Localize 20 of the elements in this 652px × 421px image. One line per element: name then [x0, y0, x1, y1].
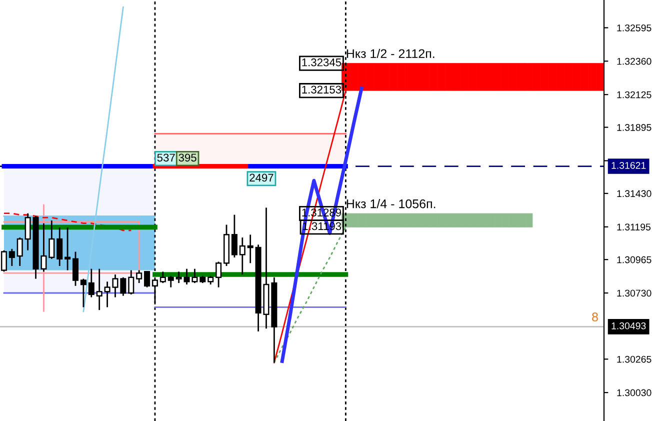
y-tick-label: 1.31430 — [617, 190, 652, 198]
annotation: 1.32153 — [302, 86, 342, 94]
annotation: 537 — [157, 154, 175, 162]
y-tick-label: 1.31195 — [617, 224, 651, 230]
y-tick-label: 1.30965 — [617, 256, 652, 264]
series-label: Нкз 1/4 - 1056п. — [346, 199, 436, 208]
y-tick-label: 1.30730 — [617, 290, 652, 297]
annotation: 395 — [178, 154, 196, 162]
y-tick-label: 1.30265 — [617, 356, 652, 363]
ref-line-label: 1.30493 — [612, 322, 646, 330]
y-tick-label: 1.30030 — [617, 389, 652, 396]
y-tick-label: 1.31895 — [617, 124, 652, 131]
y-tick-label: 1.32595 — [617, 24, 652, 32]
series-label: Нкз 1/2 - 2112п. — [346, 48, 434, 58]
ref-line-label: 1.31621 — [612, 162, 646, 169]
y-tick-label: 1.32360 — [617, 58, 652, 65]
annotation: 1.32345 — [302, 58, 342, 66]
annotation: 2497 — [250, 174, 274, 182]
annotation: 8 — [592, 312, 598, 322]
y-tick-label: 1.32125 — [617, 91, 652, 98]
